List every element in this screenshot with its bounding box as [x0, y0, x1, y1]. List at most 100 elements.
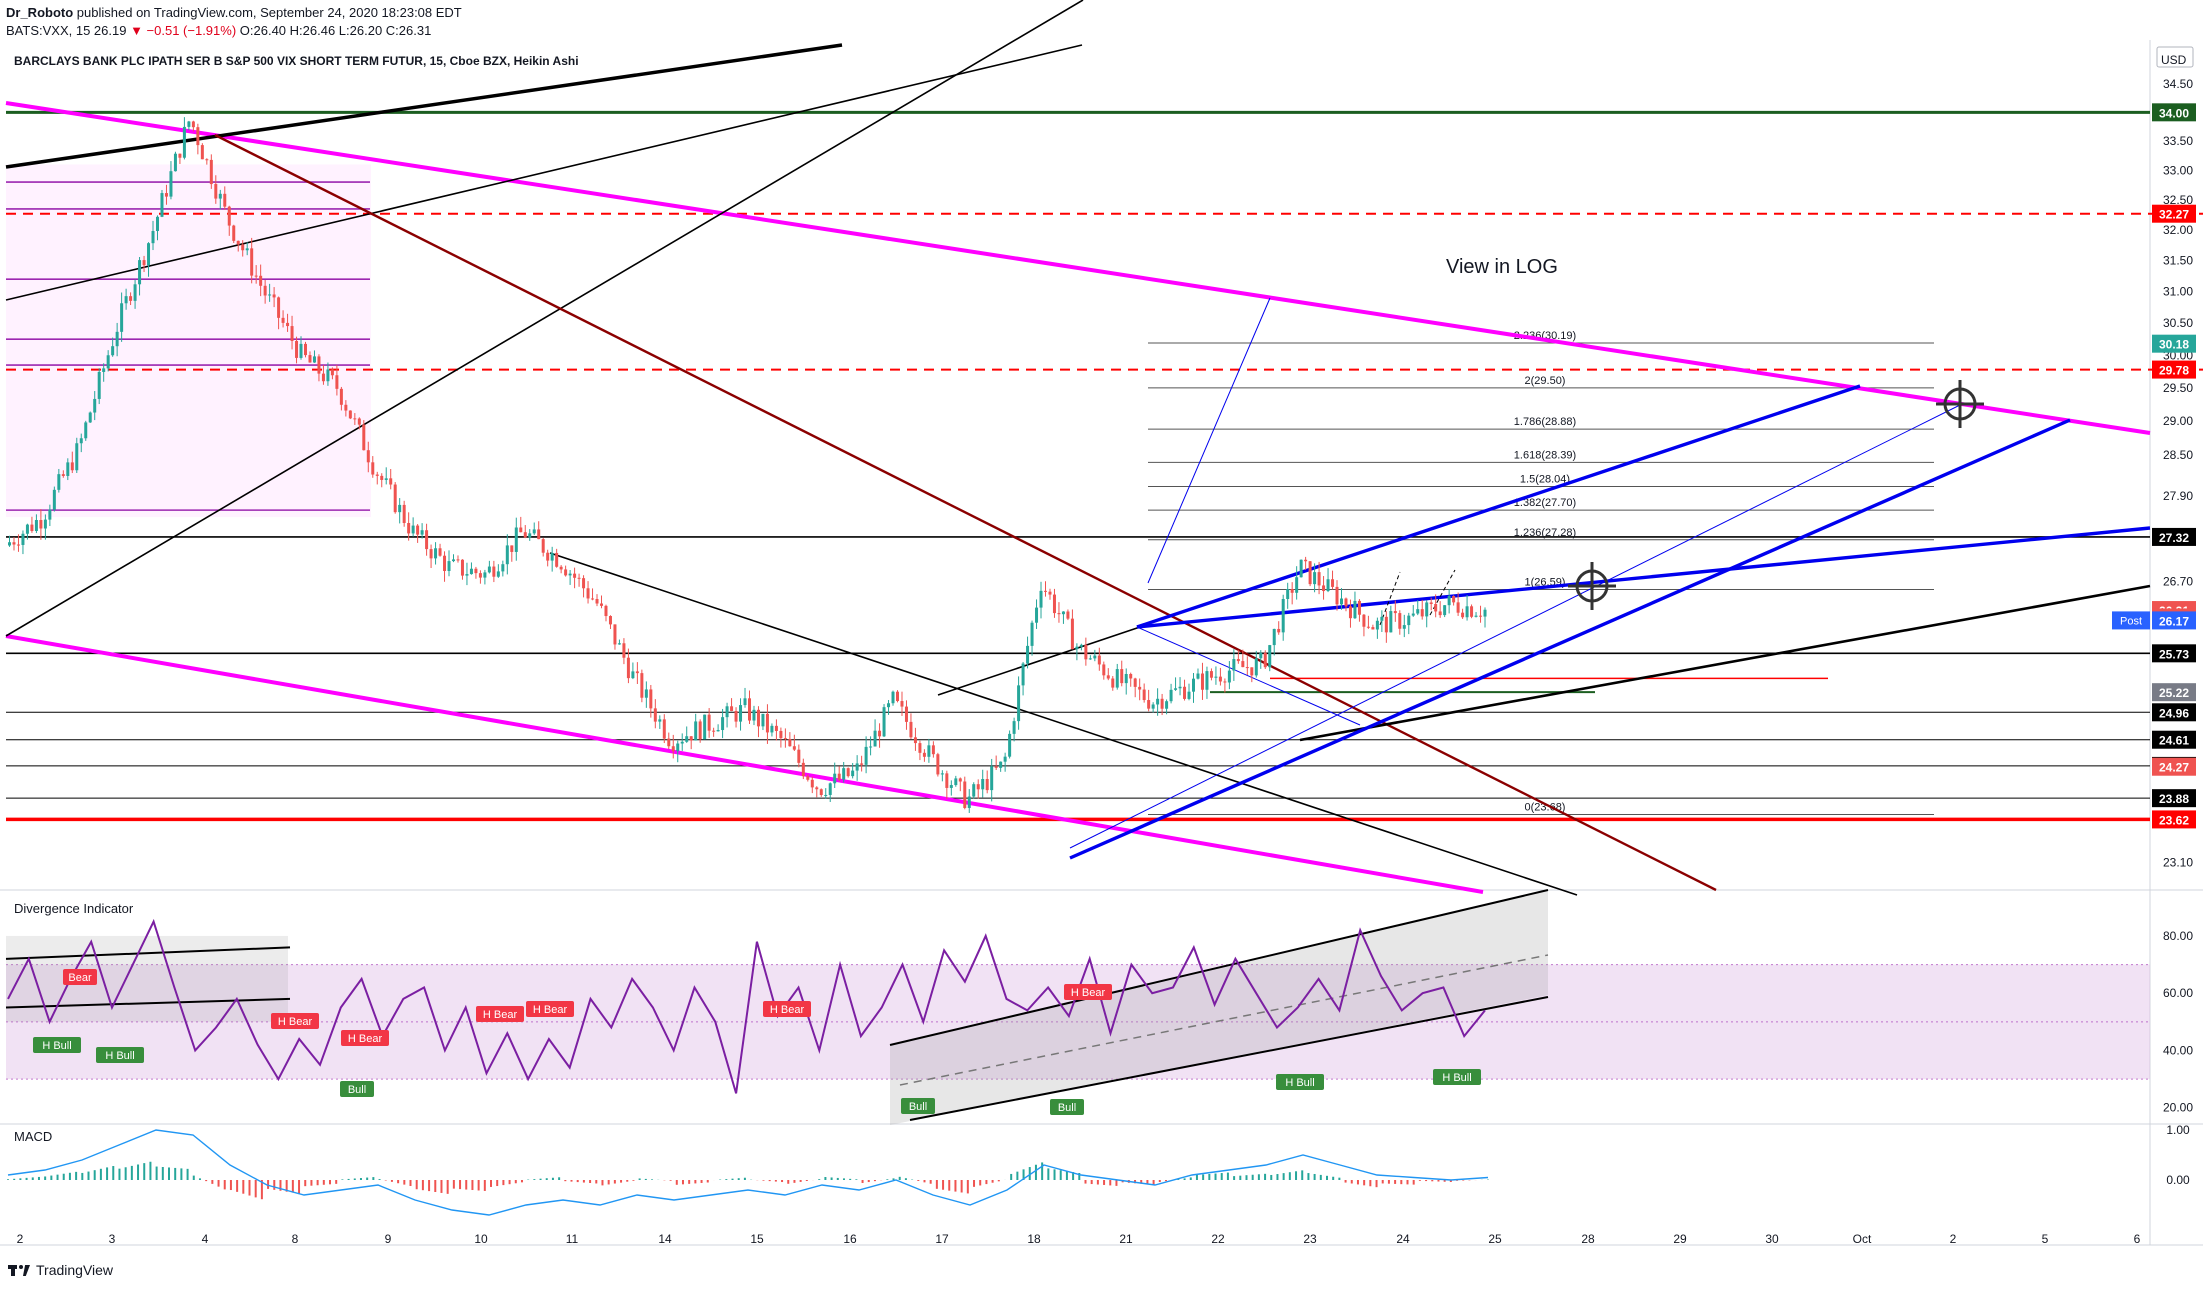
- candle-body: [1165, 701, 1169, 709]
- price-label: 23.62: [2159, 813, 2189, 827]
- candle-body: [182, 126, 186, 158]
- candle-body: [797, 749, 801, 763]
- candle-body: [1147, 700, 1151, 709]
- candle-body: [456, 559, 460, 561]
- divergence-marker-box: [340, 1081, 374, 1097]
- candle-body: [61, 474, 65, 476]
- candle-body: [1196, 673, 1200, 679]
- candle-body: [922, 752, 926, 757]
- candle-body: [93, 398, 97, 413]
- time-tick: 18: [1027, 1232, 1041, 1246]
- candle-body: [851, 770, 855, 777]
- candle-body: [142, 260, 146, 266]
- candle-body: [321, 373, 325, 382]
- candle-body: [949, 785, 953, 788]
- currency-box: [2156, 46, 2194, 68]
- blue-upper-channel: [1136, 384, 1861, 629]
- candle-body: [1281, 598, 1285, 633]
- publisher-header: Dr_Roboto published on TradingView.com, …: [6, 4, 462, 40]
- candle-body: [904, 706, 908, 722]
- post-label: Post: [2120, 615, 2142, 627]
- candle-body: [1272, 628, 1276, 646]
- time-tick: 23: [1303, 1232, 1317, 1246]
- divergence-marker-label: H Bear: [348, 1033, 383, 1045]
- candle-body: [891, 691, 895, 704]
- left-upper-channel: [5, 946, 291, 960]
- currency-label[interactable]: USD: [2161, 53, 2187, 67]
- price-label-box: [2152, 810, 2196, 829]
- maroon-trendline: [214, 133, 1717, 892]
- candle-body: [707, 714, 711, 731]
- candle-body: [801, 762, 805, 777]
- dashed-projection: [1379, 571, 1401, 626]
- candle-body: [761, 713, 765, 727]
- candle-body: [196, 127, 200, 146]
- candle-body: [1438, 611, 1442, 616]
- candle-body: [940, 773, 944, 775]
- candle-body: [568, 573, 572, 576]
- post-label-box: [2112, 611, 2150, 630]
- candle-body: [1102, 664, 1106, 676]
- candle-body: [685, 736, 689, 742]
- candle-body: [326, 369, 330, 382]
- blue-mid-channel: [1136, 526, 2151, 629]
- price-label-box: [2152, 611, 2196, 630]
- time-tick: 16: [843, 1232, 857, 1246]
- candle-body: [43, 519, 47, 529]
- time-tick: 29: [1673, 1232, 1687, 1246]
- candle-body: [34, 519, 38, 532]
- candle-body: [1106, 675, 1110, 679]
- candle-body: [97, 371, 101, 399]
- footer-brand[interactable]: TradingView: [36, 1262, 114, 1278]
- candle-body: [1021, 663, 1025, 686]
- candle-body: [1209, 671, 1213, 678]
- candle-body: [1061, 611, 1065, 615]
- author-name[interactable]: Dr_Roboto: [6, 5, 74, 20]
- time-tick: 9: [385, 1232, 392, 1246]
- price-label-box: [2152, 204, 2196, 223]
- candle-body: [582, 578, 586, 589]
- black-down-trendline: [549, 552, 1578, 896]
- candle-body: [1218, 676, 1222, 682]
- time-tick: 25: [1488, 1232, 1502, 1246]
- candle-body: [191, 121, 195, 128]
- candle-body: [635, 671, 639, 674]
- candle-body: [169, 171, 173, 197]
- black-long-trendline: [5, 0, 1084, 637]
- price-label-box: [2152, 360, 2196, 379]
- divergence-marker-box: [63, 969, 97, 985]
- candle-body: [1097, 655, 1101, 665]
- divergence-pane: Divergence Indicator Bear H Bull H Bull H Be…: [5, 889, 2150, 1125]
- candle-body: [855, 763, 859, 771]
- price-tick: 26.70: [2163, 574, 2193, 588]
- candle-body: [1416, 609, 1420, 614]
- candle-body: [909, 721, 913, 738]
- candle-body: [1425, 602, 1429, 617]
- candle-body: [721, 717, 725, 731]
- candle-body: [75, 443, 79, 471]
- candle-body: [1124, 673, 1128, 684]
- candle-body: [1357, 600, 1361, 615]
- candle-body: [896, 691, 899, 702]
- candle-body: [1317, 572, 1321, 586]
- candle-body: [1048, 591, 1052, 595]
- price-label-box: [2152, 527, 2196, 546]
- candle-body: [550, 552, 554, 561]
- ohlc-values: O:26.40 H:26.46 L:26.20 C:26.31: [236, 23, 432, 38]
- macd-pane: MACD: [7, 1129, 1489, 1216]
- candle-body: [8, 542, 11, 546]
- price-tick: 33.50: [2163, 134, 2193, 148]
- candle-body: [1295, 577, 1299, 593]
- fib-label: 2(29.50): [1525, 375, 1566, 387]
- candle-body: [245, 248, 249, 251]
- candle-body: [1111, 678, 1115, 688]
- price-tick: 27.90: [2163, 489, 2193, 503]
- candle-body: [438, 548, 442, 556]
- candle-body: [236, 240, 240, 245]
- candle-body: [1044, 590, 1047, 592]
- candle-body: [304, 343, 307, 356]
- zone-box: [6, 164, 371, 518]
- candle-body: [918, 743, 922, 753]
- divergence-marker-box: [341, 1030, 389, 1046]
